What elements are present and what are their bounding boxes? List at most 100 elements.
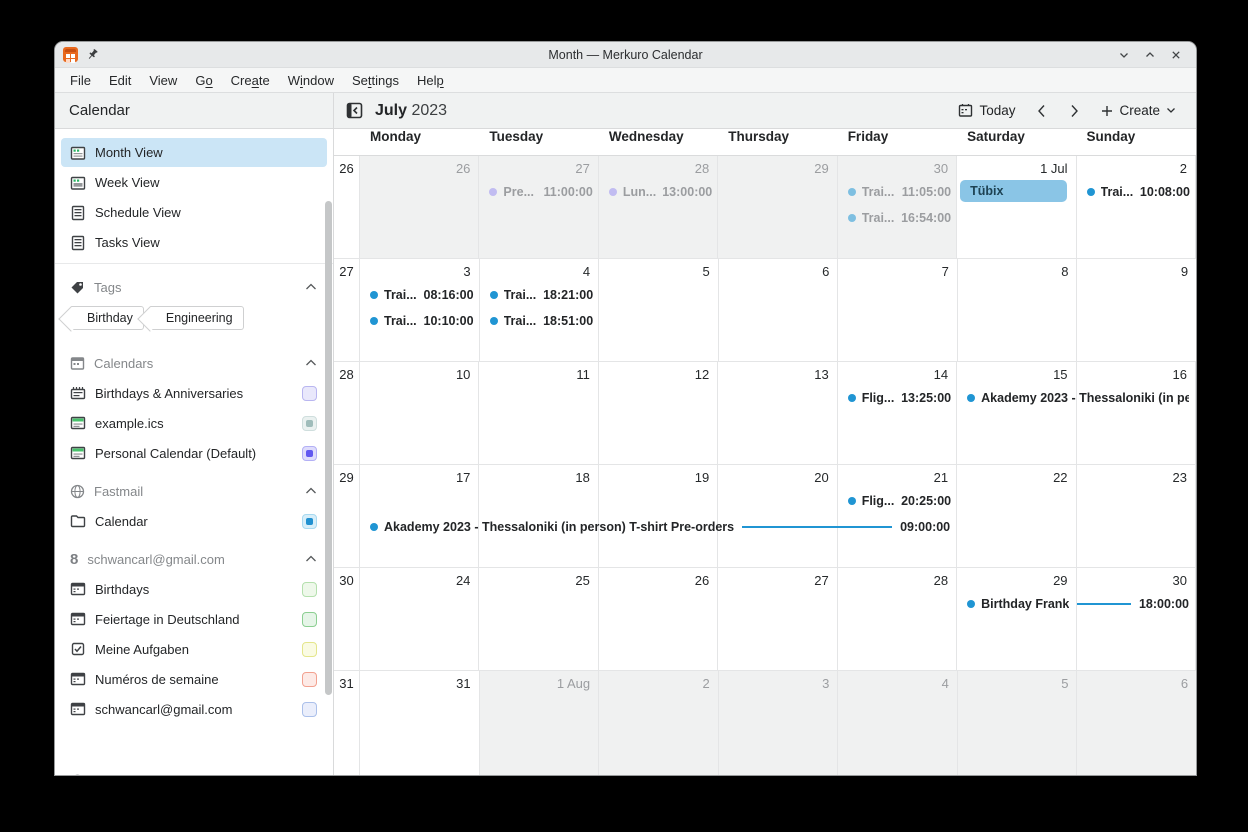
day-cell[interactable]: 6	[1077, 671, 1196, 775]
day-cell[interactable]: 21 Flig... 20:25:00	[837, 465, 958, 567]
sidebar-item-week-view[interactable]: Week View	[61, 168, 327, 197]
day-cell[interactable]: 22	[957, 465, 1077, 567]
event[interactable]: Flig... 13:25:00	[842, 388, 951, 408]
event[interactable]: Trai... 10:10:00	[364, 311, 474, 331]
calendar-item-gmail-schwancarl[interactable]: schwancarl@gmail.com	[61, 694, 327, 724]
day-cell[interactable]: 23	[1076, 465, 1196, 567]
day-cell[interactable]: 30 Trai... 11:05:00 Trai... 16:54:00	[837, 156, 958, 258]
multi-day-event[interactable]: Akademy 2023 - Thessaloniki (in person)	[957, 388, 1196, 408]
day-cell[interactable]: 2	[599, 671, 719, 775]
titlebar[interactable]: Month — Merkuro Calendar	[55, 42, 1196, 68]
calendar-checkbox[interactable]	[302, 671, 317, 687]
calendar-checkbox[interactable]	[302, 513, 317, 529]
day-cell[interactable]: 14 Flig... 13:25:00	[837, 362, 958, 464]
day-cell[interactable]: 24	[360, 568, 480, 670]
day-cell[interactable]: 25	[479, 568, 599, 670]
day-cell[interactable]: 3 Trai... 08:16:00 Trai... 10:10:00	[360, 259, 480, 361]
event[interactable]: Trai... 18:51:00	[484, 311, 593, 331]
sidebar-item-schedule-view[interactable]: Schedule View	[61, 198, 327, 227]
calendar-item-fastmail-calendar[interactable]: Calendar	[61, 506, 327, 536]
tag-chip-engineering[interactable]: Engineering	[149, 306, 244, 330]
multi-day-event[interactable]: Akademy 2023 - Thessaloniki (in person) …	[360, 517, 957, 537]
sidebar-item-tasks-view[interactable]: Tasks View	[61, 228, 327, 257]
today-button[interactable]: Today	[950, 98, 1023, 123]
calendar-checkbox[interactable]	[302, 415, 317, 431]
calendar-item-gmail-numeros[interactable]: Numéros de semaine	[61, 664, 327, 694]
next-month-button[interactable]	[1060, 99, 1089, 123]
minimize-icon[interactable]	[1116, 47, 1132, 63]
day-cell[interactable]: 4 Trai... 18:21:00 Trai... 18:51:00	[479, 259, 600, 361]
calendar-item-birthdays-anniversaries[interactable]: Birthdays & Anniversaries	[61, 378, 327, 408]
day-cell[interactable]: 6	[718, 259, 839, 361]
event[interactable]: Trai... 10:08:00	[1081, 182, 1190, 202]
collapse-chevron-icon[interactable]	[305, 555, 317, 563]
day-cell[interactable]: 29	[718, 156, 838, 258]
maximize-icon[interactable]	[1142, 47, 1158, 63]
day-cell[interactable]: 13	[718, 362, 838, 464]
event[interactable]: Trai... 08:16:00	[364, 285, 474, 305]
event[interactable]: Trai... 11:05:00	[842, 182, 951, 202]
calendar-item-gmail-aufgaben[interactable]: Meine Aufgaben	[61, 634, 327, 664]
calendar-checkbox[interactable]	[302, 701, 317, 717]
collapse-chevron-icon[interactable]	[305, 283, 317, 291]
event[interactable]: Lun... 13:00:00	[603, 182, 712, 202]
all-day-event[interactable]: Tübix	[960, 180, 1067, 202]
close-icon[interactable]	[1168, 47, 1184, 63]
collapse-chevron-icon[interactable]	[305, 487, 317, 495]
day-cell[interactable]: 28	[837, 568, 958, 670]
menu-go[interactable]: Go	[195, 72, 213, 88]
day-cell[interactable]: 28 Lun... 13:00:00	[598, 156, 719, 258]
day-cell[interactable]: 12	[598, 362, 719, 464]
create-button[interactable]: Create	[1093, 98, 1184, 123]
day-cell[interactable]: 17	[360, 465, 480, 567]
day-cell[interactable]: 27	[718, 568, 838, 670]
day-cell[interactable]: 29	[957, 568, 1077, 670]
event[interactable]: Trai... 18:21:00	[484, 285, 593, 305]
calendar-checkbox[interactable]	[302, 611, 317, 627]
event[interactable]: Pre... 11:00:00	[483, 182, 593, 202]
day-cell[interactable]: 26	[360, 156, 480, 258]
calendar-checkbox[interactable]	[302, 641, 317, 657]
calendar-checkbox[interactable]	[302, 385, 317, 401]
day-cell[interactable]: 20	[718, 465, 838, 567]
tags-section-header[interactable]: Tags	[61, 272, 327, 302]
gmail-section-header[interactable]: 8 schwancarl@gmail.com	[61, 544, 327, 574]
calendars-section-header[interactable]: Calendars	[61, 348, 327, 378]
multi-day-event[interactable]: Birthday Frank 18:00:00	[957, 594, 1196, 614]
day-cell[interactable]: 19	[598, 465, 719, 567]
sidebar-scrollbar[interactable]	[325, 201, 332, 695]
calendar-item-personal-calendar[interactable]: Personal Calendar (Default)	[61, 438, 327, 468]
day-cell[interactable]: 27 Pre... 11:00:00	[479, 156, 599, 258]
menu-edit[interactable]: Edit	[108, 72, 132, 88]
day-cell[interactable]: 18	[479, 465, 599, 567]
menu-help[interactable]: Help	[416, 72, 444, 88]
day-cell[interactable]: 7	[838, 259, 958, 361]
day-cell[interactable]: 30	[1076, 568, 1196, 670]
day-cell[interactable]: 9	[1077, 259, 1196, 361]
event[interactable]: Trai... 16:54:00	[842, 208, 951, 228]
calendar-item-gmail-feiertage[interactable]: Feiertage in Deutschland	[61, 604, 327, 634]
day-cell[interactable]: 26	[598, 568, 719, 670]
collapse-sidebar-icon[interactable]	[346, 102, 363, 119]
day-cell[interactable]: 3	[718, 671, 839, 775]
day-cell[interactable]: 11	[479, 362, 599, 464]
day-cell[interactable]: 5	[957, 671, 1078, 775]
menu-settings[interactable]: Settings	[351, 72, 399, 88]
tag-chip-birthday[interactable]: Birthday	[71, 306, 144, 330]
day-cell[interactable]: 5	[599, 259, 719, 361]
calendar-item-example-ics[interactable]: example.ics	[61, 408, 327, 438]
calendar-item-gmail-birthdays[interactable]: Birthdays	[61, 574, 327, 604]
calendar-checkbox[interactable]	[302, 581, 317, 597]
day-cell[interactable]: 31	[360, 671, 480, 775]
menu-window[interactable]: Window	[287, 72, 334, 88]
menu-file[interactable]: File	[70, 72, 91, 88]
fastmail-section-header[interactable]: Fastmail	[61, 476, 327, 506]
day-cell[interactable]: 1 Jul	[957, 156, 1077, 258]
menu-create[interactable]: Create	[230, 72, 270, 88]
previous-month-button[interactable]	[1027, 99, 1056, 123]
day-cell[interactable]: 16	[1076, 362, 1196, 464]
day-cell[interactable]: 1 Aug	[479, 671, 600, 775]
pin-icon[interactable]	[86, 48, 99, 61]
collapse-chevron-icon[interactable]	[305, 359, 317, 367]
menu-view[interactable]: View	[149, 72, 178, 88]
